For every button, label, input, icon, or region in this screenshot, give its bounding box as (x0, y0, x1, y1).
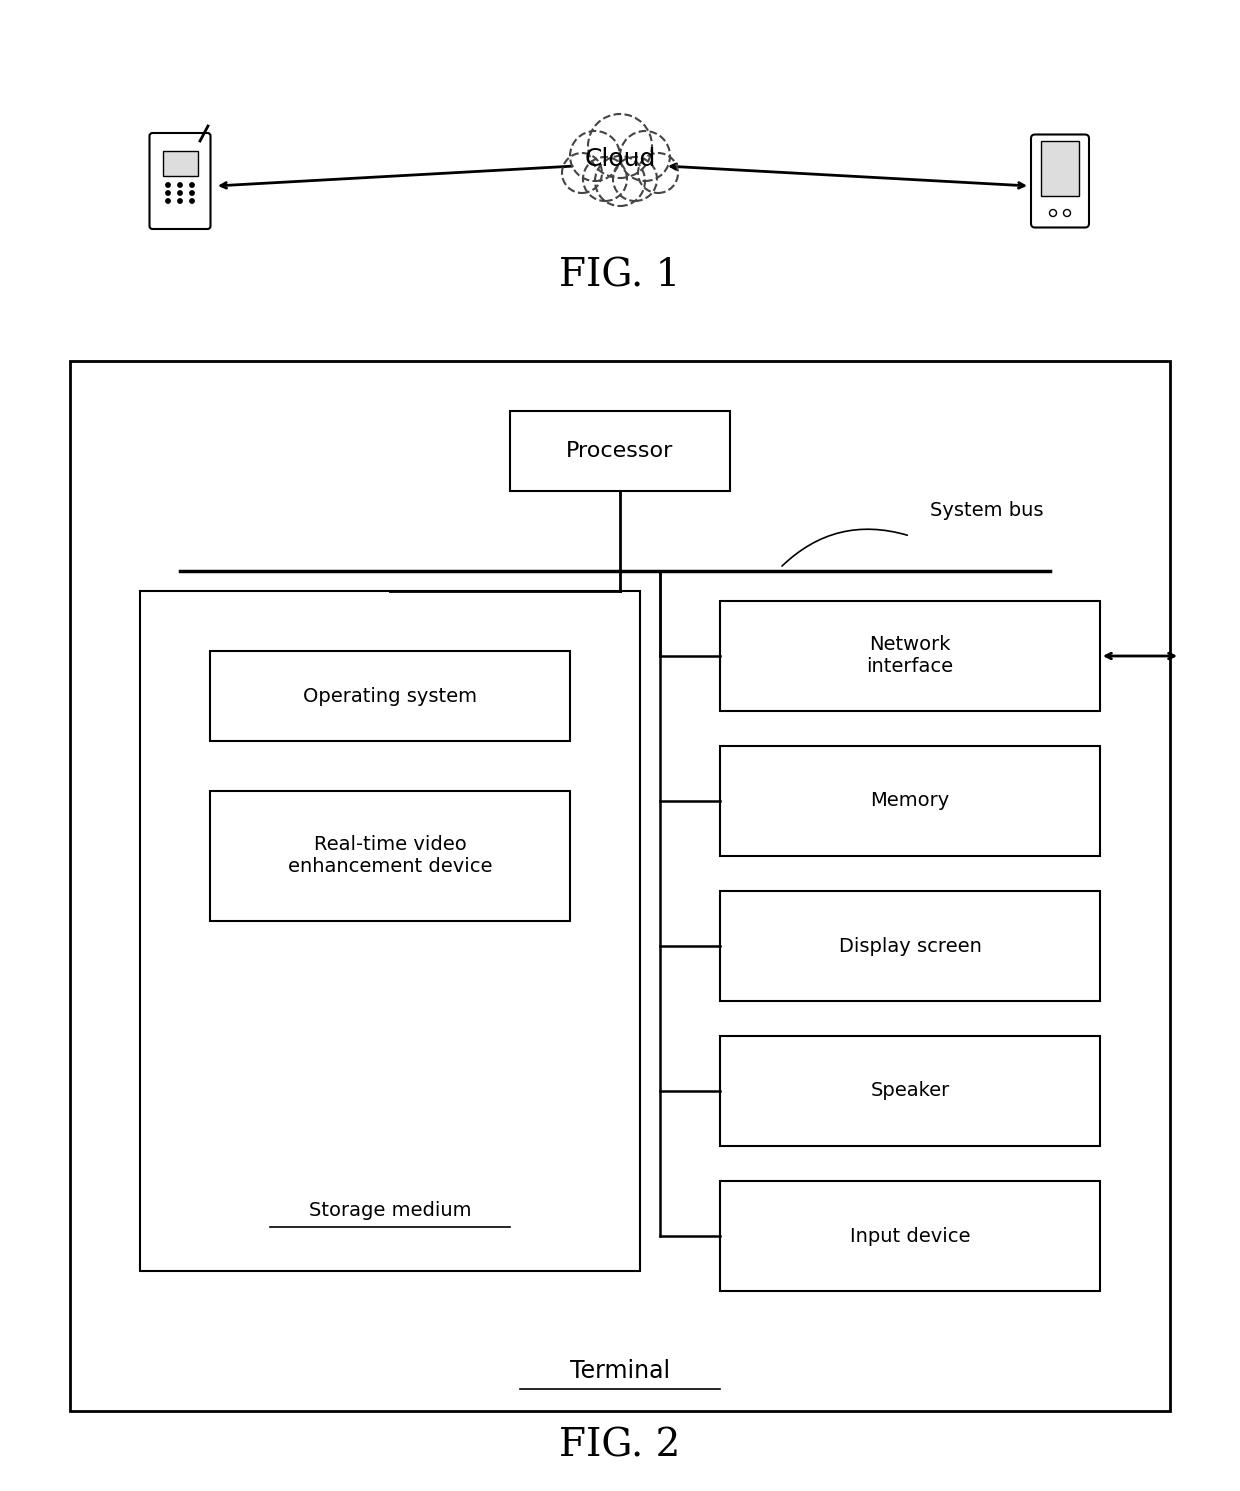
Circle shape (190, 198, 195, 203)
Circle shape (166, 191, 170, 195)
Text: Cloud: Cloud (584, 148, 656, 171)
Text: Memory: Memory (870, 792, 950, 811)
Text: Storage medium: Storage medium (309, 1202, 471, 1221)
FancyBboxPatch shape (720, 1036, 1100, 1147)
FancyBboxPatch shape (69, 361, 1171, 1410)
FancyBboxPatch shape (720, 746, 1100, 856)
Text: Display screen: Display screen (838, 936, 981, 956)
Circle shape (595, 157, 645, 206)
Text: Input device: Input device (849, 1227, 970, 1245)
Circle shape (562, 154, 601, 192)
FancyBboxPatch shape (720, 601, 1100, 711)
FancyBboxPatch shape (140, 590, 640, 1270)
FancyBboxPatch shape (162, 151, 197, 176)
FancyBboxPatch shape (1042, 142, 1079, 195)
Circle shape (588, 113, 652, 177)
Circle shape (166, 198, 170, 203)
Text: Terminal: Terminal (570, 1358, 670, 1384)
Text: Speaker: Speaker (870, 1081, 950, 1100)
Circle shape (570, 131, 620, 180)
FancyBboxPatch shape (150, 133, 211, 230)
Circle shape (639, 154, 678, 192)
Circle shape (177, 198, 182, 203)
Text: FIG. 2: FIG. 2 (559, 1427, 681, 1464)
Text: Real-time video
enhancement device: Real-time video enhancement device (288, 835, 492, 877)
Text: Processor: Processor (567, 441, 673, 461)
FancyBboxPatch shape (1030, 134, 1089, 228)
FancyBboxPatch shape (720, 892, 1100, 1000)
FancyBboxPatch shape (210, 652, 570, 741)
FancyBboxPatch shape (720, 1181, 1100, 1291)
Text: Operating system: Operating system (303, 686, 477, 705)
Circle shape (613, 157, 657, 201)
Text: Network
interface: Network interface (867, 635, 954, 677)
Text: FIG. 1: FIG. 1 (559, 258, 681, 295)
Circle shape (620, 131, 670, 180)
Circle shape (583, 157, 627, 201)
FancyBboxPatch shape (210, 792, 570, 921)
Circle shape (190, 183, 195, 188)
Text: System bus: System bus (930, 501, 1044, 520)
Circle shape (177, 191, 182, 195)
Circle shape (177, 183, 182, 188)
FancyBboxPatch shape (510, 412, 730, 491)
Circle shape (190, 191, 195, 195)
Circle shape (166, 183, 170, 188)
